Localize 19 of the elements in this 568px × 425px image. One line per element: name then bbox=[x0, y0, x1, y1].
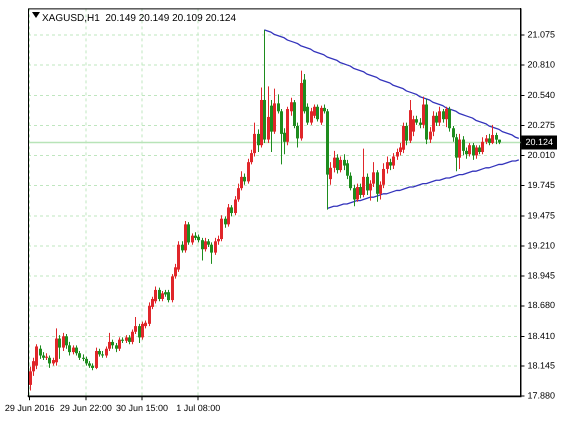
y-tick-label: 18.410 bbox=[527, 330, 556, 341]
y-tick-label: 17.880 bbox=[527, 390, 556, 401]
y-tick-label: 21.075 bbox=[527, 29, 556, 40]
y-tick-label: 20.810 bbox=[527, 59, 556, 70]
text: XAGUSD,H1 20.149 20.149 20.109 20.124 bbox=[42, 13, 236, 24]
y-tick-label: 19.745 bbox=[527, 180, 556, 190]
y-tick-label: 19.475 bbox=[527, 210, 556, 220]
x-tick-label: 29 Jun 2016 bbox=[4, 403, 54, 414]
ref-line-label: 20.124 bbox=[525, 136, 554, 147]
y-tick-label: 20.010 bbox=[527, 150, 556, 160]
y-tick-label: 20.275 bbox=[527, 120, 556, 130]
x-tick-label: 30 Jun 15:00 bbox=[116, 403, 168, 414]
y-tick-label: 20.540 bbox=[527, 90, 556, 100]
y-tick-label: 18.680 bbox=[527, 300, 556, 310]
x-tick-label: 29 Jun 22:00 bbox=[60, 403, 112, 414]
y-tick-label: 19.210 bbox=[527, 240, 556, 250]
y-tick-label: 18.945 bbox=[527, 270, 556, 280]
x-tick-label: 1 Jul 08:00 bbox=[176, 403, 220, 414]
y-tick-label: 18.145 bbox=[527, 360, 556, 371]
